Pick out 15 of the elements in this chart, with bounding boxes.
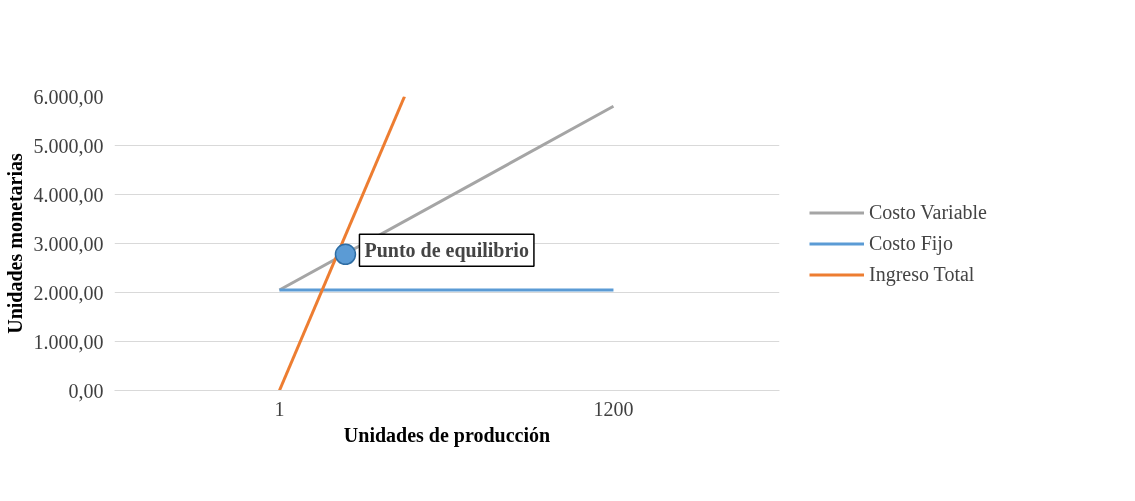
legend-label: Costo Variable xyxy=(869,200,987,224)
x-tick-label: 1 xyxy=(274,397,285,420)
y-tick-label: 5.000,00 xyxy=(33,134,104,157)
x-tick-label: 1200 xyxy=(593,397,634,420)
y-tick-label: 2.000,00 xyxy=(33,281,104,304)
y-axis-title: Unidades monetarias xyxy=(3,153,26,334)
x-axis-title: Unidades de producción xyxy=(343,423,551,447)
legend-label: Costo Fijo xyxy=(869,231,953,255)
y-tick-label: 3.000,00 xyxy=(33,232,104,255)
y-tick-label: 4.000,00 xyxy=(33,183,104,206)
y-tick-label: 6.000,00 xyxy=(33,85,104,108)
y-tick-label: 0,00 xyxy=(68,379,104,402)
legend-label: Ingreso Total xyxy=(869,262,975,286)
y-tick-label: 1.000,00 xyxy=(33,330,104,353)
annotation: Punto de equilibrio xyxy=(364,239,529,263)
